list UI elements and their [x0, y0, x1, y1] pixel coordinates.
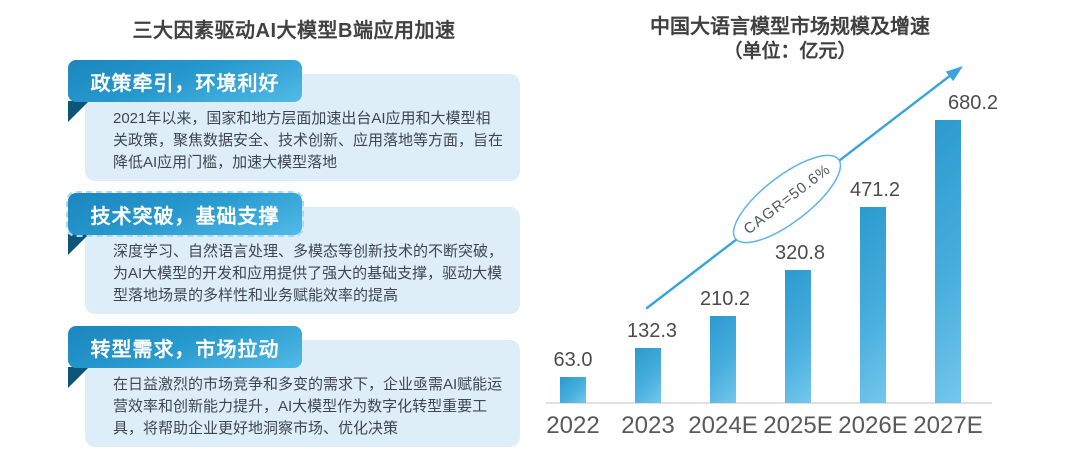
chart-title: 中国大语言模型市场规模及增速: [650, 16, 930, 38]
factor-card-demand: 转型需求，市场拉动 在日益激烈的市场竞争和多变的需求下，企业亟需AI赋能运营效率…: [68, 326, 520, 447]
bar-value-label: 471.2: [849, 179, 901, 201]
x-axis-tick-label: 2024E: [688, 412, 758, 439]
card-header: 政策牵引，环境利好: [68, 60, 302, 102]
bar-2026E: [860, 207, 886, 403]
card-body-text: 在日益激烈的市场竞争和多变的需求下，企业亟需AI赋能运营效率和创新能力提升，AI…: [113, 376, 503, 437]
bar-2022: [560, 377, 586, 403]
bar-2025E: [785, 270, 811, 403]
x-axis-tick-label: 2025E: [763, 412, 833, 439]
chart-title-block: 中国大语言模型市场规模及增速 （单位：亿元）: [540, 14, 1040, 64]
x-axis-line: [546, 402, 992, 404]
bar-2024E: [710, 316, 736, 403]
card-body: 深度学习、自然语言处理、多模态等创新技术的不断突破，为AI大模型的开发和应用提供…: [85, 207, 520, 314]
card-header: 转型需求，市场拉动: [68, 326, 302, 368]
card-header-label: 转型需求，市场拉动: [90, 338, 280, 361]
bar-value-label: 63.0: [553, 349, 593, 371]
chart-plot: 63.0 2022 132.3 2023 210.2 2024E 320.8 2025E 471…: [540, 0, 1080, 464]
left-panel: 三大因素驱动AI大模型B端应用加速 政策牵引，环境利好 2021年以来，国家和地…: [66, 20, 540, 447]
card-body-text: 2021年以来，国家和地方层面加速出台AI应用和大模型相关政策，聚焦数据安全、技…: [113, 110, 504, 171]
x-axis-tick-label: 2027E: [913, 412, 983, 439]
x-axis-tick-label: 2023: [621, 412, 675, 439]
bar-2027E: [935, 120, 961, 403]
bar-2023: [635, 348, 661, 403]
factor-card-policy: 政策牵引，环境利好 2021年以来，国家和地方层面加速出台AI应用和大模型相关政…: [68, 60, 520, 181]
factor-card-technology: 技术突破，基础支撑 深度学习、自然语言处理、多模态等创新技术的不断突破，为AI大…: [66, 191, 520, 314]
left-panel-title: 三大因素驱动AI大模型B端应用加速: [132, 20, 456, 42]
chart-subtitle: （单位：亿元）: [723, 41, 857, 62]
x-axis-tick-label: 2026E: [838, 412, 908, 439]
card-header-label: 政策牵引，环境利好: [90, 72, 280, 95]
card-header: 技术突破，基础支撑: [66, 191, 304, 237]
x-axis-tick-label: 2022: [546, 412, 600, 439]
bar-value-label: 320.8: [774, 242, 826, 264]
card-body-text: 深度学习、自然语言处理、多模态等创新技术的不断突破，为AI大模型的开发和应用提供…: [113, 243, 504, 304]
card-header-label: 技术突破，基础支撑: [90, 205, 280, 228]
bar-value-label: 680.2: [947, 92, 999, 114]
bar-value-label: 210.2: [699, 288, 751, 310]
bar-value-label: 132.3: [626, 320, 678, 342]
market-chart-panel: 中国大语言模型市场规模及增速 （单位：亿元） 63.0 2022 132.3 2023…: [540, 0, 1080, 464]
factor-cards: 政策牵引，环境利好 2021年以来，国家和地方层面加速出台AI应用和大模型相关政…: [66, 60, 540, 447]
